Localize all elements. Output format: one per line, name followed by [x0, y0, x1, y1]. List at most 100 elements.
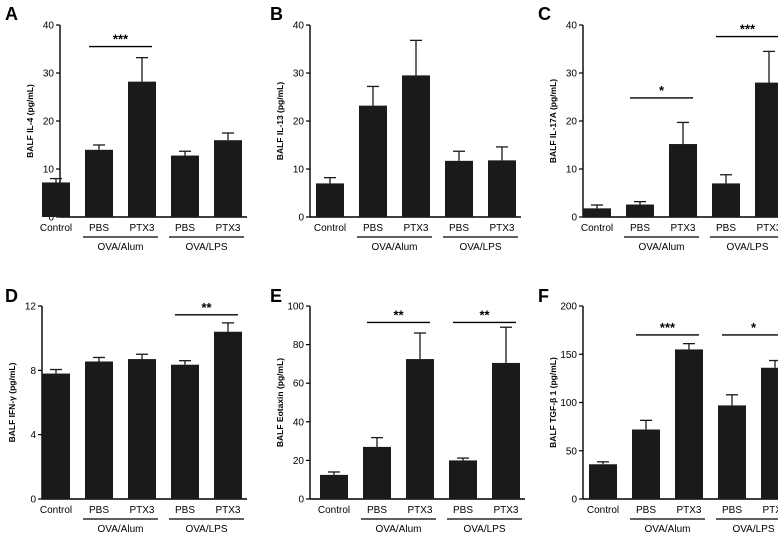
- y-axis-label: BALF IL-4 (pg/mL): [25, 84, 35, 158]
- bar-pbs: [632, 429, 660, 499]
- y-tick-label: 40: [43, 21, 55, 32]
- y-tick-label: 4: [30, 430, 36, 441]
- bar-ptx3: [128, 81, 156, 217]
- bar-pbs: [449, 460, 477, 499]
- bar-pbs: [718, 405, 746, 499]
- bar-pbs: [171, 364, 199, 499]
- significance-stars: *: [659, 83, 665, 98]
- group-label: OVA/LPS: [185, 524, 227, 535]
- y-tick-label: 20: [293, 117, 305, 128]
- x-category-label: PTX3: [762, 505, 778, 516]
- significance-stars: **: [201, 300, 212, 315]
- bar-control: [589, 464, 617, 499]
- bar-control: [320, 474, 348, 499]
- y-tick-label: 0: [571, 495, 577, 506]
- y-tick-label: 40: [293, 21, 305, 32]
- y-tick-label: 30: [293, 69, 305, 80]
- bar-pbs: [85, 149, 113, 217]
- bar-ptx3: [214, 140, 242, 217]
- x-category-label: PTX3: [670, 223, 695, 234]
- group-label: OVA/LPS: [726, 242, 768, 253]
- group-label: OVA/Alum: [372, 242, 418, 253]
- x-category-label: PTX3: [403, 223, 428, 234]
- y-axis-label: BALF IFN-γ (pg/mL): [7, 362, 17, 442]
- y-tick-label: 0: [298, 213, 304, 224]
- chart-panel-d: D BALF IFN-γ (pg/mL) 0 4 8 12 Control PBS PTX3 PB…: [5, 286, 247, 535]
- chart-panel-b: B BALF IL-13 (pg/mL) 0 10 20 30 40 Control PBS PT…: [270, 4, 521, 253]
- x-category-label: Control: [40, 505, 72, 516]
- y-tick-label: 200: [560, 302, 577, 313]
- bar-pbs: [445, 160, 473, 217]
- bar-control: [583, 208, 611, 217]
- y-tick-label: 50: [566, 446, 578, 457]
- x-category-label: PBS: [722, 505, 742, 516]
- bar-ptx3: [761, 367, 778, 499]
- bar-ptx3: [669, 144, 697, 217]
- x-category-label: Control: [40, 223, 72, 234]
- bar-pbs: [712, 183, 740, 217]
- x-category-label: PTX3: [756, 223, 778, 234]
- y-tick-label: 150: [560, 350, 577, 361]
- group-label: OVA/Alum: [376, 524, 422, 535]
- group-label: OVA/Alum: [639, 242, 685, 253]
- group-label: OVA/Alum: [98, 524, 144, 535]
- bar-ptx3: [675, 349, 703, 499]
- y-tick-label: 80: [293, 340, 305, 351]
- x-category-label: PBS: [175, 505, 195, 516]
- bar-pbs: [363, 446, 391, 499]
- y-tick-label: 0: [30, 495, 36, 506]
- y-tick-label: 20: [566, 117, 578, 128]
- y-tick-label: 40: [566, 21, 578, 32]
- x-category-label: PBS: [453, 505, 473, 516]
- group-label: OVA/LPS: [459, 242, 501, 253]
- significance-stars: *: [751, 320, 757, 335]
- group-label: OVA/LPS: [463, 524, 505, 535]
- x-category-label: PTX3: [407, 505, 432, 516]
- y-tick-label: 0: [298, 495, 304, 506]
- chart-panel-e: E BALF Eotaxin (pg/mL) 0 20 40 60 80 100 Control…: [270, 286, 525, 535]
- x-category-label: PTX3: [129, 223, 154, 234]
- bar-pbs: [85, 361, 113, 499]
- bar-ptx3: [488, 160, 516, 217]
- bar-control: [316, 183, 344, 217]
- chart-panel-c: C BALF IL-17A (pg/mL) 0 10 20 30 40 Control PBS P…: [538, 4, 778, 253]
- y-tick-label: 100: [287, 302, 304, 313]
- x-category-label: PBS: [449, 223, 469, 234]
- bar-ptx3: [214, 331, 242, 499]
- y-tick-label: 12: [25, 302, 37, 313]
- group-label: OVA/Alum: [98, 242, 144, 253]
- x-category-label: PBS: [363, 223, 383, 234]
- x-category-label: PBS: [89, 223, 109, 234]
- significance-stars: ***: [740, 22, 756, 37]
- chart-panel-a: A BALF IL-4 (pg/mL) 0 10 20 30 40 Control PBS PTX…: [5, 4, 247, 253]
- x-category-label: PBS: [367, 505, 387, 516]
- bar-pbs: [171, 155, 199, 217]
- y-tick-label: 20: [43, 117, 55, 128]
- x-category-label: PBS: [716, 223, 736, 234]
- bar-pbs: [359, 105, 387, 217]
- group-label: OVA/LPS: [185, 242, 227, 253]
- y-axis-label: BALF IL-13 (pg/mL): [275, 82, 285, 161]
- x-category-label: PBS: [630, 223, 650, 234]
- panel-letter: E: [270, 286, 282, 306]
- significance-stars: **: [393, 307, 404, 322]
- significance-stars: ***: [113, 32, 129, 47]
- y-tick-label: 30: [43, 69, 55, 80]
- significance-stars: **: [479, 307, 490, 322]
- y-tick-label: 60: [293, 379, 305, 390]
- x-category-label: PBS: [175, 223, 195, 234]
- bar-pbs: [626, 204, 654, 217]
- panel-letter: A: [5, 4, 18, 24]
- group-label: OVA/Alum: [645, 524, 691, 535]
- x-category-label: PTX3: [129, 505, 154, 516]
- y-tick-label: 100: [560, 398, 577, 409]
- panel-letter: F: [538, 286, 549, 306]
- x-category-label: PTX3: [215, 223, 240, 234]
- x-category-label: Control: [587, 505, 619, 516]
- y-tick-label: 30: [566, 69, 578, 80]
- y-tick-label: 0: [48, 213, 54, 224]
- x-category-label: PBS: [636, 505, 656, 516]
- group-label: OVA/LPS: [732, 524, 774, 535]
- y-tick-label: 10: [293, 165, 305, 176]
